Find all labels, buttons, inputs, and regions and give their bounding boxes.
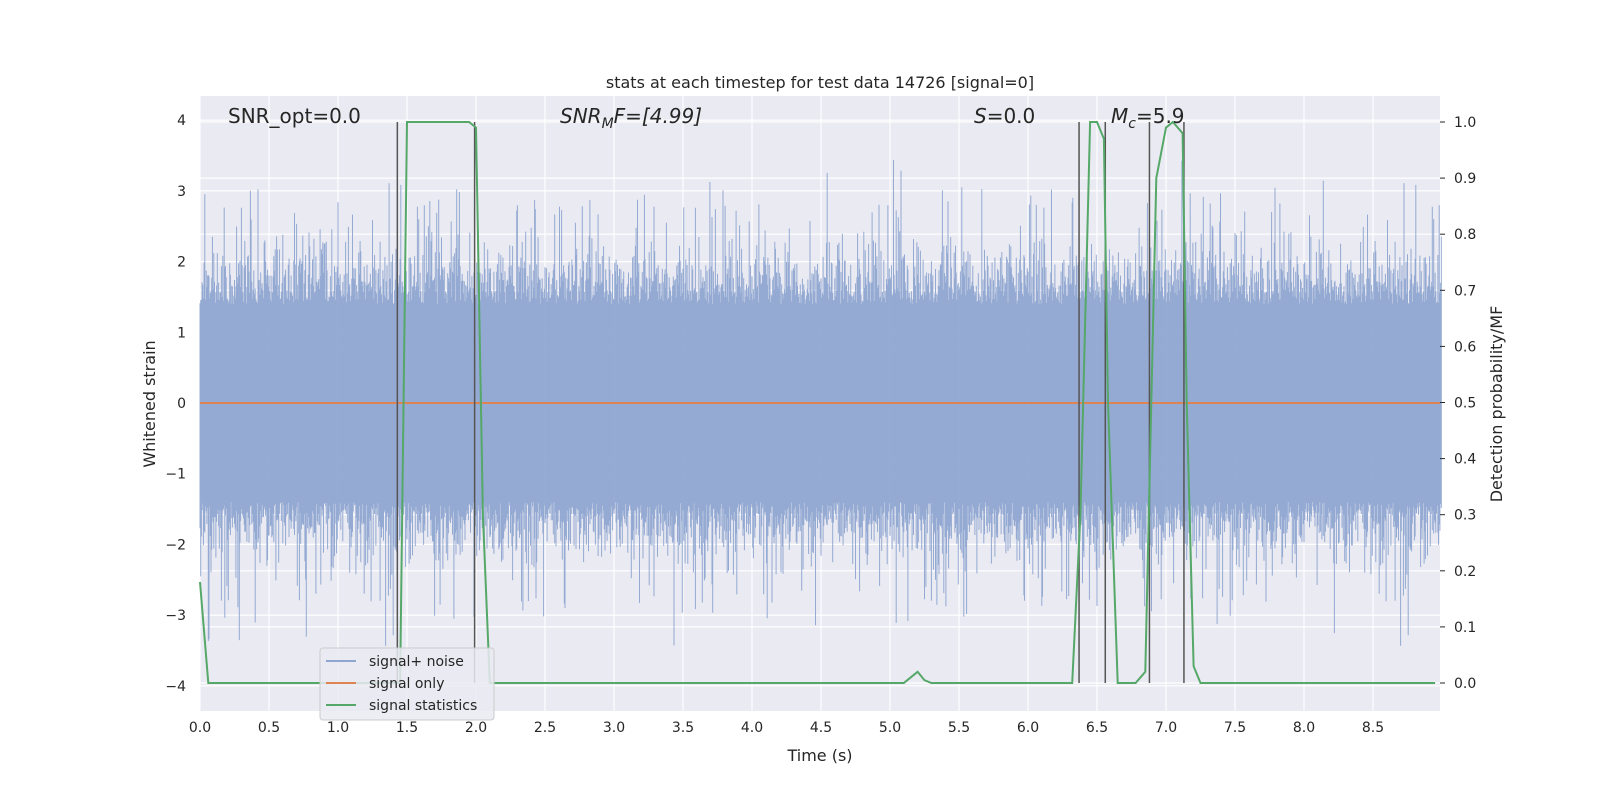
x-tick-label: 5.0 (879, 720, 901, 736)
signal-statistics-line (199, 120, 1436, 684)
x-tick-label: 2.0 (465, 720, 487, 736)
x-tick-label: 7.0 (1155, 720, 1177, 736)
y2-tick-label: 0.9 (1454, 171, 1476, 187)
x-tick-label: 6.5 (1086, 720, 1108, 736)
x-tick-label: 4.0 (741, 720, 763, 736)
y2-tick-label: 0.0 (1454, 676, 1476, 692)
y2-axis-label: Detection probability/MF (1487, 306, 1506, 503)
x-axis-ticks: 0.0 0.5 1.0 1.5 2.0 2.5 3.0 3.5 4.0 4.5 5.0 5.5 6.0 6… (189, 720, 1384, 736)
legend-label-signal-noise: signal+ noise (369, 654, 464, 670)
x-tick-label: 2.5 (534, 720, 556, 736)
annotation-snr-opt: SNR_opt=0.0 (228, 104, 361, 128)
mc-rest: =5.9 (1136, 104, 1185, 128)
y2-tick-label: 0.2 (1454, 564, 1476, 580)
y-axis-ticks: −4 −3 −2 −1 0 1 2 3 4 (165, 113, 186, 695)
y-tick-label: 4 (177, 113, 186, 129)
chart-title: stats at each timestep for test data 147… (606, 73, 1034, 92)
annotation-mc: Mc=5.9 (1111, 104, 1185, 132)
legend-label-signal-only: signal only (369, 676, 444, 692)
y2-tick-label: 0.4 (1454, 452, 1476, 468)
y-tick-label: −1 (165, 467, 186, 483)
x-tick-label: 3.5 (672, 720, 694, 736)
snr-mf-sub: M (602, 116, 614, 132)
x-tick-label: 7.5 (1224, 720, 1246, 736)
series-signal-statistics (199, 120, 1436, 684)
annotation-snr-mf: SNRMF=[4.99] (560, 104, 702, 132)
legend-box (319, 647, 495, 721)
legend-label-signal-statistics: signal statistics (369, 698, 477, 714)
x-axis-label: Time (s) (786, 746, 852, 765)
y-tick-label: −4 (165, 679, 186, 695)
snr-mf-base: SNR (560, 104, 602, 128)
y2-tick-label: 0.8 (1454, 227, 1476, 243)
x-tick-label: 3.0 (603, 720, 625, 736)
snr-mf-rest: F=[4.99] (614, 104, 702, 128)
s-rest: =0.0 (987, 104, 1036, 128)
y-tick-label: −3 (165, 608, 186, 624)
x-tick-label: 0.5 (258, 720, 280, 736)
x-tick-label: 1.5 (396, 720, 418, 736)
y-tick-label: 2 (177, 255, 186, 271)
y2-tick-label: 0.6 (1454, 339, 1476, 355)
x-tick-label: 8.0 (1293, 720, 1315, 736)
x-tick-label: 5.5 (948, 720, 970, 736)
y-tick-label: 0 (177, 396, 186, 412)
y2-axis-ticks: 0.0 0.1 0.2 0.3 0.4 0.5 0.6 0.7 0.8 0.9 1.0 (1440, 115, 1476, 692)
legend: signal+ noise signal only signal statist… (319, 647, 495, 721)
mc-sub: c (1128, 116, 1136, 132)
annotation-s: S=0.0 (974, 104, 1035, 128)
x-tick-label: 6.0 (1017, 720, 1039, 736)
y2-tick-label: 0.5 (1454, 396, 1476, 412)
y-tick-label: 1 (177, 325, 186, 341)
y-axis-label: Whitened strain (140, 340, 159, 467)
x-tick-label: 1.0 (327, 720, 349, 736)
s-base: S (974, 104, 987, 128)
y-tick-label: 3 (177, 184, 186, 200)
y2-tick-label: 0.1 (1454, 620, 1476, 636)
x-tick-label: 8.5 (1362, 720, 1384, 736)
mc-base: M (1111, 104, 1128, 128)
x-tick-label: 0.0 (189, 720, 211, 736)
y2-tick-label: 0.3 (1454, 508, 1476, 524)
y2-tick-label: 1.0 (1454, 115, 1476, 131)
y2-tick-label: 0.7 (1454, 283, 1476, 299)
x-tick-label: 4.5 (810, 720, 832, 736)
y-tick-label: −2 (165, 537, 186, 553)
